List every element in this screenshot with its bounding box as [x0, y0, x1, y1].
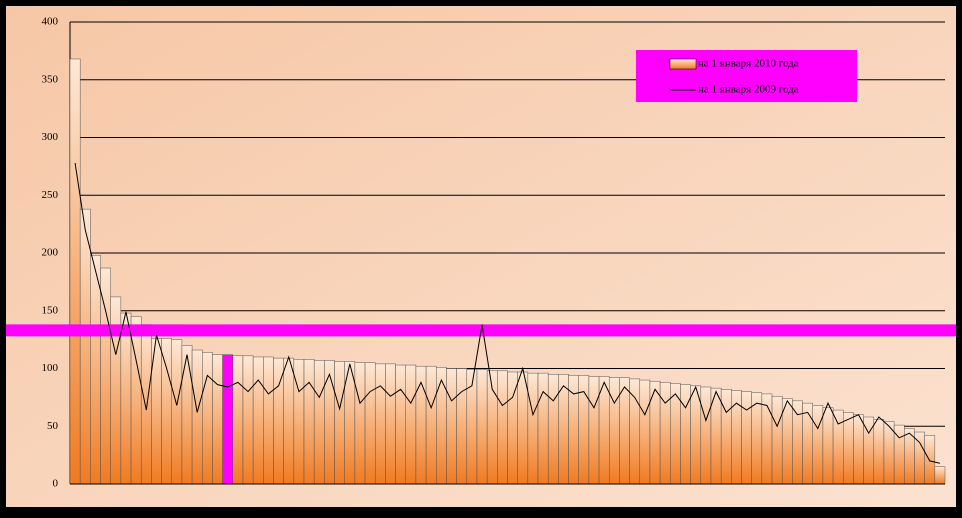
bar	[161, 338, 172, 485]
bar	[425, 365, 437, 485]
bar	[924, 435, 936, 485]
bar	[771, 395, 783, 485]
bar	[140, 324, 152, 485]
bar	[232, 355, 244, 485]
legend-swatch	[669, 58, 697, 70]
bar	[792, 400, 803, 485]
bar	[313, 360, 325, 485]
y-tick-label: 400	[42, 16, 59, 28]
y-tick-label: 50	[47, 420, 59, 432]
bar	[649, 380, 661, 485]
bar	[588, 376, 600, 485]
bar	[619, 377, 630, 485]
bar	[853, 414, 864, 485]
bar	[781, 398, 793, 485]
y-tick-label: 300	[42, 131, 59, 143]
bar	[812, 405, 824, 485]
bar	[324, 360, 335, 485]
bar	[497, 370, 508, 485]
bar	[222, 354, 234, 485]
bar	[181, 345, 193, 485]
y-tick-label: 250	[42, 189, 59, 201]
bar	[720, 389, 732, 485]
bar	[334, 361, 345, 485]
bar	[374, 363, 386, 485]
bar	[171, 339, 183, 485]
bar	[79, 208, 91, 485]
legend-label: на 1 января 2010 года	[698, 58, 799, 70]
bar	[364, 362, 376, 485]
bar	[69, 58, 81, 485]
legend-label: на 1 января 2009 года	[698, 84, 799, 96]
bar	[191, 349, 203, 485]
bar	[446, 368, 457, 485]
bar	[466, 369, 478, 485]
legend	[636, 50, 857, 102]
bar	[537, 372, 549, 485]
bar	[283, 357, 295, 485]
bar	[303, 359, 315, 485]
bar	[90, 255, 101, 485]
bar	[476, 369, 488, 485]
y-tick-label: 350	[42, 73, 59, 85]
y-tick-label: 200	[42, 247, 59, 259]
bar	[395, 364, 407, 485]
bar	[629, 378, 641, 485]
bar	[354, 362, 366, 485]
bar	[547, 374, 559, 485]
bar	[436, 367, 447, 485]
bar	[802, 402, 813, 485]
bar	[385, 363, 396, 485]
bar	[212, 354, 223, 485]
bar	[456, 368, 468, 485]
bar	[517, 371, 529, 485]
bar	[263, 356, 274, 485]
y-tick-label: 100	[42, 362, 59, 374]
bar	[873, 419, 885, 485]
bar	[242, 355, 254, 485]
bar	[252, 356, 264, 485]
bar	[843, 412, 854, 485]
bar	[761, 393, 773, 485]
bar	[731, 390, 742, 485]
bar	[598, 376, 610, 485]
y-tick-label: 150	[42, 304, 59, 316]
bar	[700, 386, 712, 485]
bar	[608, 377, 620, 485]
bar	[202, 352, 213, 485]
bar	[405, 364, 417, 485]
bar	[639, 379, 651, 485]
bar	[934, 466, 946, 485]
bar	[690, 385, 702, 485]
bar	[120, 312, 132, 485]
bar	[741, 391, 752, 485]
bar	[100, 267, 111, 485]
bar	[527, 372, 539, 485]
bar	[751, 392, 763, 485]
bar	[832, 409, 844, 485]
bar	[822, 407, 834, 485]
y-tick-label: 0	[53, 478, 59, 490]
line	[74, 162, 941, 464]
bar	[415, 365, 427, 485]
